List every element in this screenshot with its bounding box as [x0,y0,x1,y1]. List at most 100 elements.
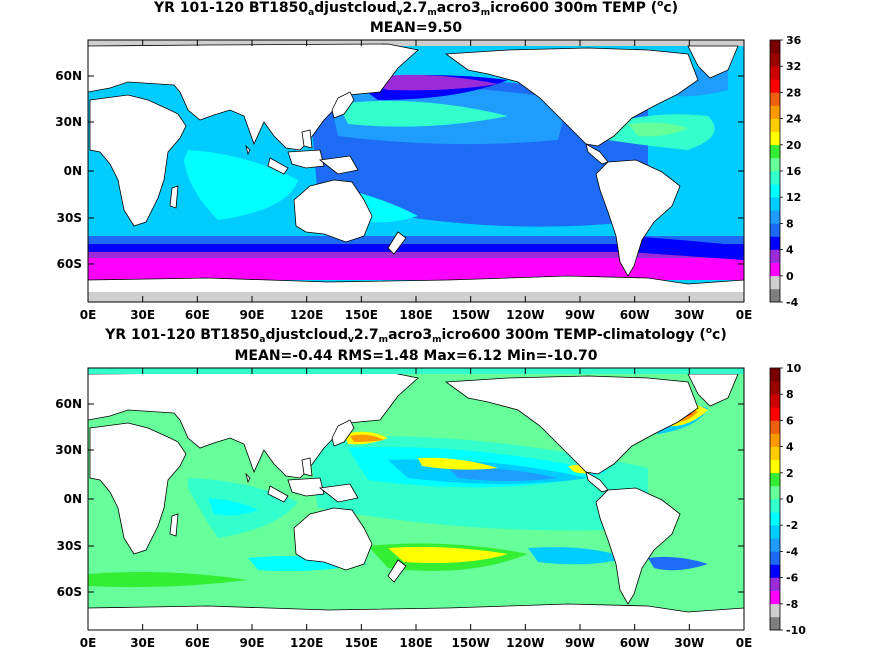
colorbar-swatch [770,407,780,421]
colorbar-swatch [770,433,780,447]
x-tick-label: 150W [452,636,490,650]
colorbar-swatch [770,525,780,539]
y-tick-label: 60N [55,397,82,411]
colorbar-swatch [770,249,780,263]
colorbar-tick-label: 4 [786,244,794,257]
colorbar-swatch [770,157,780,172]
x-tick-label: 0E [80,308,97,322]
colorbar-tick-label: -6 [786,572,799,585]
x-tick-label: 60E [185,636,210,650]
colorbar-swatch [770,118,780,132]
y-tick-label: 30N [55,115,82,129]
y-tick-label: 60N [55,69,82,83]
x-tick-label: 0E [80,636,97,650]
y-tick-label: 0N [64,164,82,178]
colorbar-swatch [770,66,780,80]
colorbar-swatch [770,210,780,224]
colorbar-tick-label: 8 [786,217,794,230]
panel2-stats: MEAN=-0.44 RMS=1.48 Max=6.12 Min=-10.70 [234,348,598,364]
colorbar-tick-label: -2 [786,519,798,532]
panel2-map [87,367,745,631]
colorbar-swatch [770,262,780,277]
colorbar-swatch [770,485,780,500]
panel1-title: YR 101-120 BT1850adjustcloudv2.7macro3mi… [153,0,679,18]
colorbar-swatch [770,184,780,198]
x-tick-label: 0E [736,308,753,322]
colorbar-swatch [770,446,780,460]
colorbar-swatch [770,197,780,211]
x-tick-label: 120E [290,308,323,322]
x-tick-label: 60W [620,636,650,650]
colorbar-tick-label: 12 [786,191,801,204]
panel1-stats: MEAN=9.50 [369,20,463,36]
colorbar-swatch [770,472,780,487]
colorbar-tick-label: -10 [786,624,806,637]
colorbar-swatch [770,171,780,185]
colorbar-tick-label: -8 [786,598,798,611]
x-tick-label: 120E [290,636,323,650]
colorbar-swatch [770,564,780,578]
colorbar-swatch [770,131,780,146]
x-tick-label: 60W [620,308,650,322]
colorbar-tick-label: 32 [786,60,801,73]
y-tick-label: 30N [55,443,82,457]
colorbar-swatch [770,288,780,303]
x-tick-label: 150W [452,308,490,322]
x-tick-label: 120W [506,308,544,322]
colorbar-tick-label: 6 [786,414,794,427]
colorbar-swatch [770,53,780,67]
colorbar-tick-label: 2 [786,467,794,480]
y-tick-label: 30S [57,211,82,225]
colorbar-tick-label: 0 [786,493,794,506]
y-tick-label: 30S [57,539,82,553]
colorbar-tick-label: 8 [786,388,794,401]
y-tick-label: 60S [57,585,82,599]
colorbar-swatch [770,590,780,605]
colorbar-swatch [770,616,780,631]
colorbar-swatch [770,144,780,159]
colorbar-swatch [770,603,780,618]
x-tick-label: 30E [130,636,155,650]
colorbar-swatch [770,499,780,513]
x-tick-label: 0E [736,636,753,650]
colorbar-swatch [770,79,780,93]
x-tick-label: 120W [506,636,544,650]
colorbar-tick-label: 16 [786,165,802,178]
x-tick-label: 30E [130,308,155,322]
x-tick-label: 90W [565,636,595,650]
colorbar-swatch [770,381,780,395]
colorbar-swatch [770,420,780,434]
colorbar-tick-label: 36 [786,34,802,47]
colorbar-tick-label: 24 [786,113,802,126]
x-tick-label: 60E [185,308,210,322]
x-tick-label: 150E [345,308,378,322]
colorbar-swatch [770,223,780,237]
colorbar-swatch [770,40,780,54]
colorbar-swatch [770,512,780,526]
y-tick-label: 60S [57,257,82,271]
colorbar-swatch [770,551,780,565]
colorbar-swatch [770,459,780,474]
x-tick-label: 30W [674,308,704,322]
x-tick-label: 90E [240,308,265,322]
x-tick-label: 180E [399,308,432,322]
colorbar-swatch [770,92,780,106]
colorbar-tick-label: 10 [786,362,802,375]
colorbar-tick-label: -4 [786,545,799,558]
x-tick-label: 90E [240,636,265,650]
x-tick-label: 180E [399,636,432,650]
colorbar-swatch [770,236,780,250]
colorbar-tick-label: 4 [786,441,794,454]
y-tick-label: 0N [64,492,82,506]
colorbar-tick-label: -4 [786,296,799,309]
panel1-map [87,39,745,303]
colorbar-swatch [770,577,780,591]
panel2-title: YR 101-120 BT1850adjustcloudv2.7macro3mi… [105,326,727,345]
colorbar-tick-label: 20 [786,139,802,152]
colorbar-swatch [770,105,780,119]
x-tick-label: 150E [345,636,378,650]
x-tick-label: 90W [565,308,595,322]
colorbar-swatch [770,394,780,408]
